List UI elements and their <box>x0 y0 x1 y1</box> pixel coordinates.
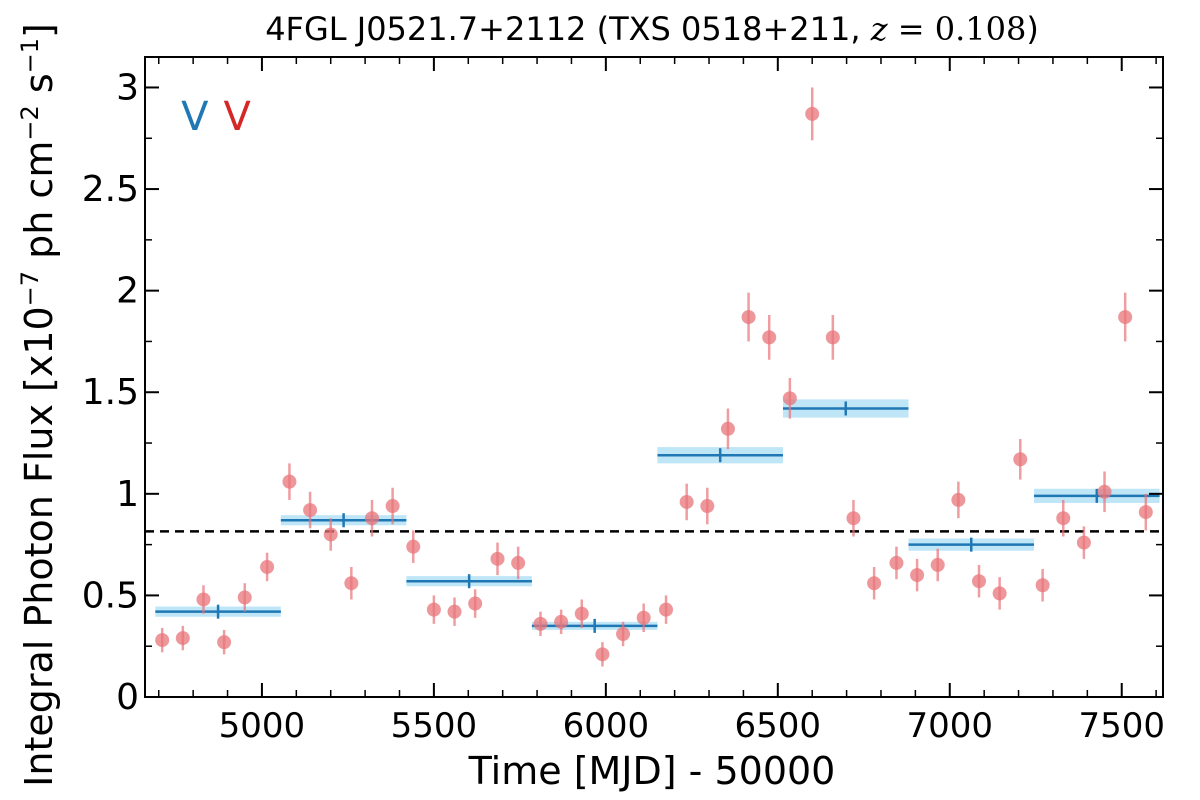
flux-point <box>741 310 756 325</box>
axes-layer: 5000 5500 6000 6500 7000 7500 0 0.5 1 1.5 2 2.5 3 <box>82 56 1165 746</box>
flux-point <box>762 330 777 345</box>
flux-point <box>196 592 211 607</box>
y-tick-label: 2 <box>116 271 139 312</box>
flux-point <box>490 551 505 566</box>
v-marker: V <box>181 94 209 140</box>
x-tick-label: 6500 <box>735 706 822 746</box>
y-axis-label: Integral Photon Flux [x10−7 ph cm−2 s−1] <box>16 23 61 787</box>
flux-point <box>1035 578 1050 593</box>
x-tick-label: 6000 <box>563 706 650 746</box>
flux-point <box>930 557 945 572</box>
flux-point <box>867 576 882 591</box>
flux-points-layer <box>155 87 1153 667</box>
flux-point <box>720 421 735 436</box>
flux-point <box>323 527 338 542</box>
y-tick-label: 0 <box>116 677 139 718</box>
flux-point <box>364 511 379 526</box>
x-axis-label: Time [MJD] - 50000 <box>468 749 836 793</box>
flux-point <box>679 494 694 509</box>
flux-point <box>155 633 170 648</box>
flux-point <box>825 330 840 345</box>
flux-point <box>447 604 462 619</box>
plot-frame <box>144 56 1164 698</box>
flux-point <box>385 499 400 514</box>
flux-point <box>237 590 252 605</box>
flux-point <box>554 614 569 629</box>
flux-point <box>1138 505 1153 520</box>
flux-point <box>426 602 441 617</box>
flux-point <box>217 635 232 650</box>
flux-point <box>406 539 421 554</box>
flux-point <box>782 391 797 406</box>
x-tick-label: 7500 <box>1078 706 1165 746</box>
flux-point <box>889 555 904 570</box>
flux-point <box>1097 484 1112 499</box>
y-tick-label: 0.5 <box>82 575 139 616</box>
flux-point <box>303 503 318 518</box>
flux-point <box>992 586 1007 601</box>
flux-point <box>595 647 610 662</box>
x-tick-label: 5500 <box>391 706 478 746</box>
x-tick-label: 7000 <box>907 706 994 746</box>
y-tick-label: 2.5 <box>82 169 139 210</box>
flux-point <box>846 511 861 526</box>
flux-point <box>636 610 651 625</box>
flux-point <box>659 602 674 617</box>
flux-point <box>1076 535 1091 550</box>
flux-point <box>175 631 190 646</box>
flux-point <box>260 559 275 574</box>
v-marker: V <box>223 94 251 140</box>
flux-point <box>344 576 359 591</box>
flux-point <box>468 596 483 611</box>
flux-point <box>574 606 589 621</box>
flux-point <box>910 568 925 583</box>
flux-point <box>511 555 526 570</box>
y-tick-label: 1 <box>116 474 139 515</box>
y-tick-label: 1.5 <box>82 372 139 413</box>
flux-point <box>533 616 548 631</box>
flux-point <box>1013 452 1028 467</box>
flux-point <box>1056 511 1071 526</box>
flux-blocks-layer <box>155 399 1160 633</box>
flux-point <box>972 574 987 589</box>
x-tick-label: 5000 <box>219 706 306 746</box>
flux-point <box>805 106 820 121</box>
y-tick-label: 3 <box>116 67 139 108</box>
chart-title: 4FGL J0521.7+2112 (TXS 0518+211, z = 0.1… <box>265 10 1039 48</box>
flux-point <box>951 492 966 507</box>
flux-point <box>700 499 715 514</box>
flux-point <box>282 474 297 489</box>
flux-point <box>616 627 631 642</box>
flux-point <box>1118 310 1133 325</box>
